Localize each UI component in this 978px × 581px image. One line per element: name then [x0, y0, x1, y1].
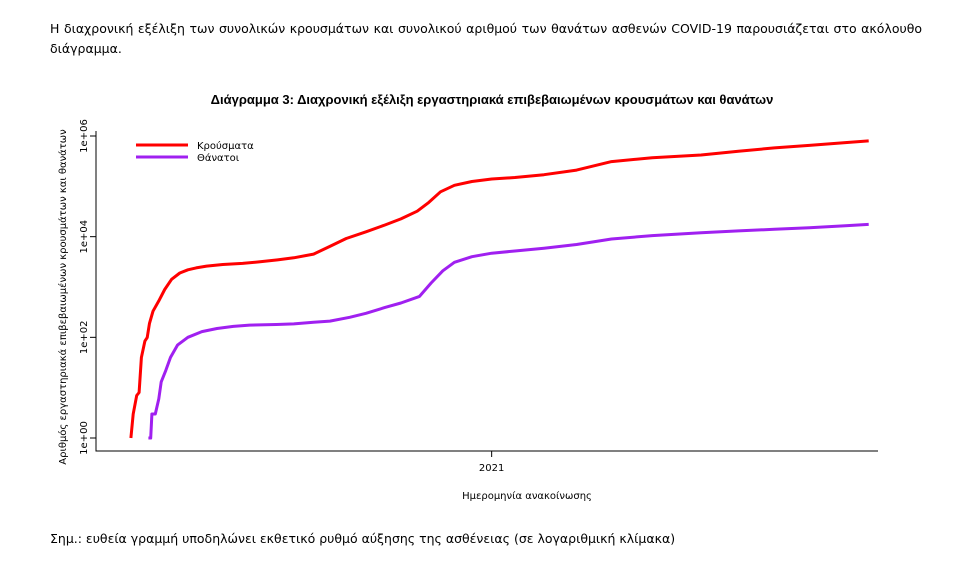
legend-label-2: Θάνατοι [197, 152, 240, 164]
y-tick-label: 1e+06 [79, 119, 90, 153]
series-line-2 [148, 222, 869, 440]
x-axis-label: Ημερομηνία ανακοίνωσης [462, 490, 592, 502]
intro-paragraph: Η διαχρονική εξέλιξη των συνολικών κρουσ… [50, 21, 922, 56]
axes-frame [95, 131, 878, 452]
chart-title: Διάγραμμα 3: Διαχρονική εξέλιξη εργαστηρ… [211, 92, 774, 107]
footnote: Σημ.: ευθεία γραμμή υποδηλώνει εκθετικό … [50, 531, 676, 546]
y-tick-label: 1e+00 [79, 421, 90, 455]
y-tick-label: 1e+02 [79, 321, 90, 355]
legend-label-1: Κρούσματα [197, 140, 254, 152]
x-tick-label: 2021 [479, 463, 504, 474]
y-axis-label: Αριθμός εργαστηριακά επιβεβαιωμένων κρου… [57, 129, 69, 465]
y-tick-label: 1e+04 [79, 220, 90, 254]
series-line-1 [129, 139, 869, 439]
